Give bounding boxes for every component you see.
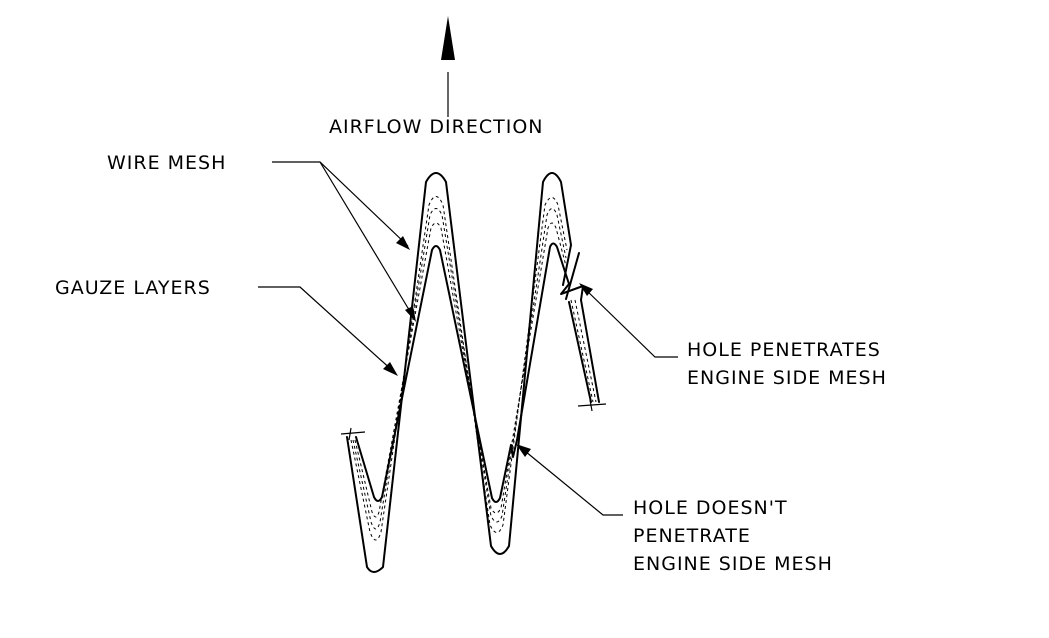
hole-penetrates-leader — [582, 286, 678, 358]
right-break-marker — [577, 403, 607, 407]
airflow-arrow-head — [441, 16, 455, 60]
hole-penetrates-label-line2: ENGINE SIDE MESH — [687, 367, 887, 389]
gauze-layers-leader — [258, 286, 395, 373]
gauze-layer-2 — [352, 208, 567, 530]
right-break-tick — [589, 399, 593, 412]
hole-penetrates-label-line1: HOLE PENETRATES — [687, 339, 881, 361]
left-break-tick — [348, 427, 352, 441]
wire-mesh-leader-2-arrow — [405, 306, 416, 322]
hole-doesnt-leader-arrow — [516, 444, 531, 457]
airflow-arrow — [441, 16, 455, 117]
wire-mesh-leader-1 — [272, 161, 409, 247]
hole-doesnt-label-line1: HOLE DOESN'T — [633, 497, 788, 519]
hole-notch-penetrates — [560, 283, 584, 301]
wire-mesh-leader-1-arrow — [396, 236, 410, 250]
hole-doesnt-label-line3: ENGINE SIDE MESH — [633, 553, 833, 575]
gauze-layer-1 — [350, 196, 568, 541]
wire-mesh-leader-2 — [319, 161, 415, 319]
hole-doesnt-leader — [519, 446, 623, 516]
gauze-layers-label: GAUZE LAYERS — [55, 277, 211, 299]
hole-notch-doesnt-penetrate — [510, 439, 518, 458]
hole-doesnt-label-line2: PENETRATE — [633, 525, 751, 547]
wire-mesh-inner-line — [355, 242, 600, 503]
leader-lines — [258, 161, 678, 516]
pleated-filter — [340, 172, 607, 573]
wire-mesh-label: WIRE MESH — [107, 152, 227, 174]
left-break-marker — [340, 431, 366, 435]
gauze-layer-right-stub — [570, 299, 597, 403]
wire-mesh-outer-line — [346, 172, 592, 573]
hole-penetrates-leader-arrow — [579, 283, 593, 296]
gauze-layers-leader-arrow — [383, 362, 398, 376]
airflow-direction-label: AIRFLOW DIRECTION — [329, 116, 544, 138]
